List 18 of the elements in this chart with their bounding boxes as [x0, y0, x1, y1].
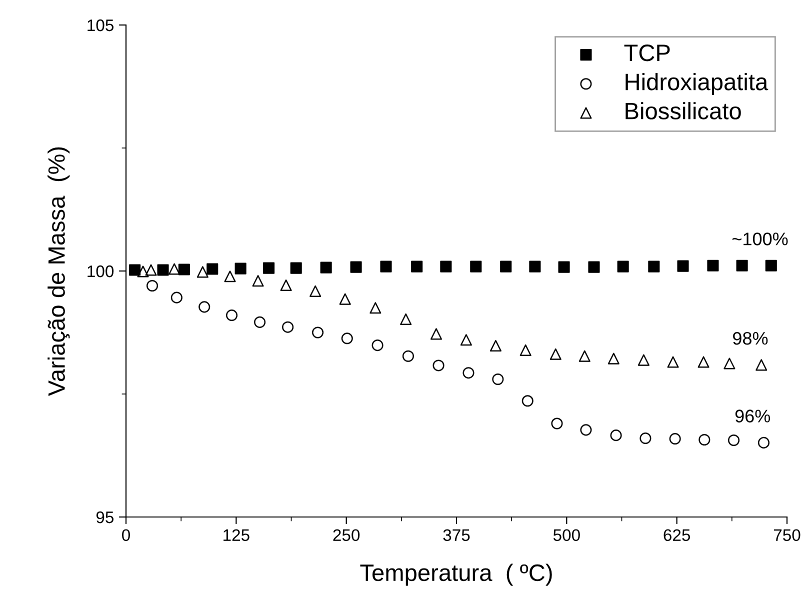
x-tick-label: 500	[553, 529, 580, 542]
x-axis-title: Temperatura ( ºC)	[360, 564, 552, 586]
y-tick-label: 105	[88, 19, 114, 32]
x-tick-label: 0	[122, 529, 130, 542]
annotation: ~100%	[732, 232, 788, 246]
x-tick-label: 750	[774, 529, 800, 542]
legend-label: Biossilicato	[626, 102, 741, 120]
x-tick-label: 125	[224, 529, 250, 542]
annotation: 98%	[733, 332, 768, 345]
x-tick-label: 625	[664, 529, 690, 542]
y-tick-label: 95	[96, 511, 114, 524]
legend-label: TCP	[624, 44, 670, 62]
x-tick-label: 250	[333, 529, 360, 542]
legend-label: Hidroxiapatita	[626, 72, 768, 95]
y-tick-label: 100	[88, 265, 114, 278]
y-axis-title: Variação de Massa (%)	[48, 147, 70, 396]
annotation: 96%	[735, 410, 770, 422]
x-tick-label: 375	[443, 529, 470, 542]
